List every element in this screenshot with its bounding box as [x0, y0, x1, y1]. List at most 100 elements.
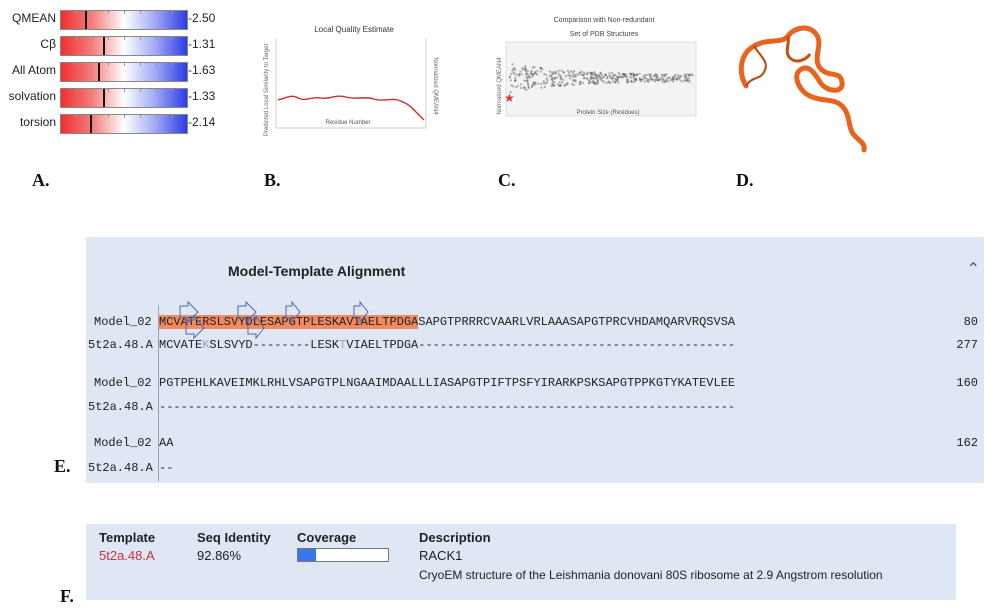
scatter-point — [615, 78, 618, 81]
scatter-point — [691, 74, 694, 77]
scatter-point — [520, 83, 523, 86]
score-marker — [103, 89, 105, 107]
panel-letter-f: F. — [60, 586, 74, 606]
scatter-point — [635, 74, 638, 77]
scatter-point — [610, 72, 614, 75]
scatter-point — [517, 74, 520, 77]
scatter-point — [525, 72, 528, 75]
scatter-point — [621, 73, 624, 76]
scatter-point — [557, 69, 560, 72]
scatter-point — [673, 77, 676, 80]
scatter-point — [672, 78, 675, 81]
coverage-bar — [297, 548, 389, 562]
scatter-point — [672, 80, 675, 83]
scatter-point — [643, 74, 646, 77]
quality-line — [277, 95, 425, 121]
scatter-point — [644, 76, 647, 79]
scatter-point — [548, 70, 551, 73]
template-seq-mismatch: K — [202, 338, 210, 352]
scatter-point — [606, 76, 609, 79]
scatter-point — [655, 75, 658, 78]
scatter-point — [650, 76, 653, 79]
scatter-point — [626, 81, 629, 84]
scatter-point — [532, 82, 535, 85]
scatter-point — [554, 70, 558, 74]
scatter-point — [521, 67, 524, 70]
scatter-point — [537, 82, 540, 85]
model-end-number: 162 — [956, 436, 978, 450]
scatter-point — [625, 75, 628, 79]
scatter-point — [562, 71, 565, 74]
scatter-point — [613, 74, 616, 77]
scatter-point — [590, 73, 594, 76]
scatter-point — [628, 75, 632, 79]
template-end-number: 277 — [956, 338, 978, 352]
scatter-point — [559, 74, 562, 77]
scatter-point — [550, 78, 553, 81]
scatter-point — [680, 74, 683, 78]
scatter-point — [533, 66, 536, 69]
scatter-point — [622, 73, 626, 76]
scatter-point — [553, 71, 556, 74]
scatter-point — [688, 80, 691, 83]
scatter-point — [550, 75, 553, 78]
score-label: solvation — [8, 89, 56, 103]
scatter-point — [642, 78, 645, 81]
scatter-point — [639, 78, 642, 81]
scatter-point — [559, 83, 562, 87]
score-bar — [60, 88, 188, 108]
scatter-point — [572, 78, 575, 81]
template-seq-part: SLSVYD--------LESK — [209, 338, 340, 352]
scatter-point — [679, 76, 682, 79]
scatter-point — [559, 84, 562, 88]
template-summary-table: Template Seq Identity Coverage Descripti… — [86, 524, 956, 600]
unaligned-region: SAPGTPRRRCVAARLVRLAAASAPGTPRCVHDAMQARVRQ… — [418, 315, 736, 329]
collapse-chevron-icon[interactable]: ⌃ — [966, 261, 980, 278]
scatter-point — [551, 77, 554, 80]
scatter-point — [648, 78, 651, 81]
strand-arrow-icon — [353, 300, 369, 324]
scatter-point — [635, 79, 638, 82]
scatter-point — [526, 72, 529, 75]
scatter-point — [615, 75, 618, 78]
scatter-point — [539, 70, 542, 73]
scatter-point — [508, 76, 512, 79]
scatter-point — [614, 77, 617, 80]
scatter-point — [626, 78, 629, 81]
scatter-point — [599, 77, 602, 80]
qmean-scores-panel: QMEAN -2.50 Cβ -1.31 All Atom -1.63 solv… — [0, 8, 240, 138]
scatter-point — [565, 83, 568, 86]
scatter-point — [622, 76, 625, 79]
panel-letter-e: E. — [54, 456, 71, 476]
scatter-point — [518, 73, 521, 76]
template-seq-part: VIAELTPDGA------------------------------… — [346, 338, 736, 352]
scatter-point — [533, 70, 537, 74]
scatter-point — [564, 75, 567, 78]
scatter-point — [657, 79, 660, 82]
scatter-point — [614, 79, 617, 82]
scatter-point — [589, 75, 592, 78]
scatter-point — [531, 83, 535, 86]
scatter-point — [579, 80, 582, 83]
scatter-point — [543, 73, 546, 76]
scatter-point — [552, 84, 555, 87]
scatter-points — [508, 63, 694, 94]
scatter-point — [602, 75, 605, 79]
strand-arrow-icon — [237, 300, 257, 324]
target-star-icon: ★ — [504, 91, 515, 105]
scatter-point — [572, 79, 575, 82]
description-header: Description — [419, 530, 491, 545]
scatter-point — [638, 77, 641, 80]
aligned-region: MCVATERSLSVYDLESAPGTPLESKAVIAELTPDGA — [159, 315, 419, 329]
scatter-point — [639, 78, 642, 81]
local-quality-plot: Local Quality Estimate Predicted Local S… — [264, 25, 438, 136]
scatter-point — [651, 78, 654, 82]
model-template-alignment: Model-Template Alignment ⌃ Model_02 MCVA… — [86, 237, 984, 483]
scatter-point — [649, 75, 652, 78]
scatter-point — [610, 77, 614, 80]
scatter-point — [542, 81, 546, 85]
scatter-point — [572, 75, 575, 78]
template-link[interactable]: 5t2a.48.A — [99, 548, 155, 563]
model-sequence: MCVATERSLSVYDLESAPGTPLESKAVIAELTPDGASAPG… — [159, 315, 735, 329]
score-label: Cβ — [40, 37, 56, 51]
